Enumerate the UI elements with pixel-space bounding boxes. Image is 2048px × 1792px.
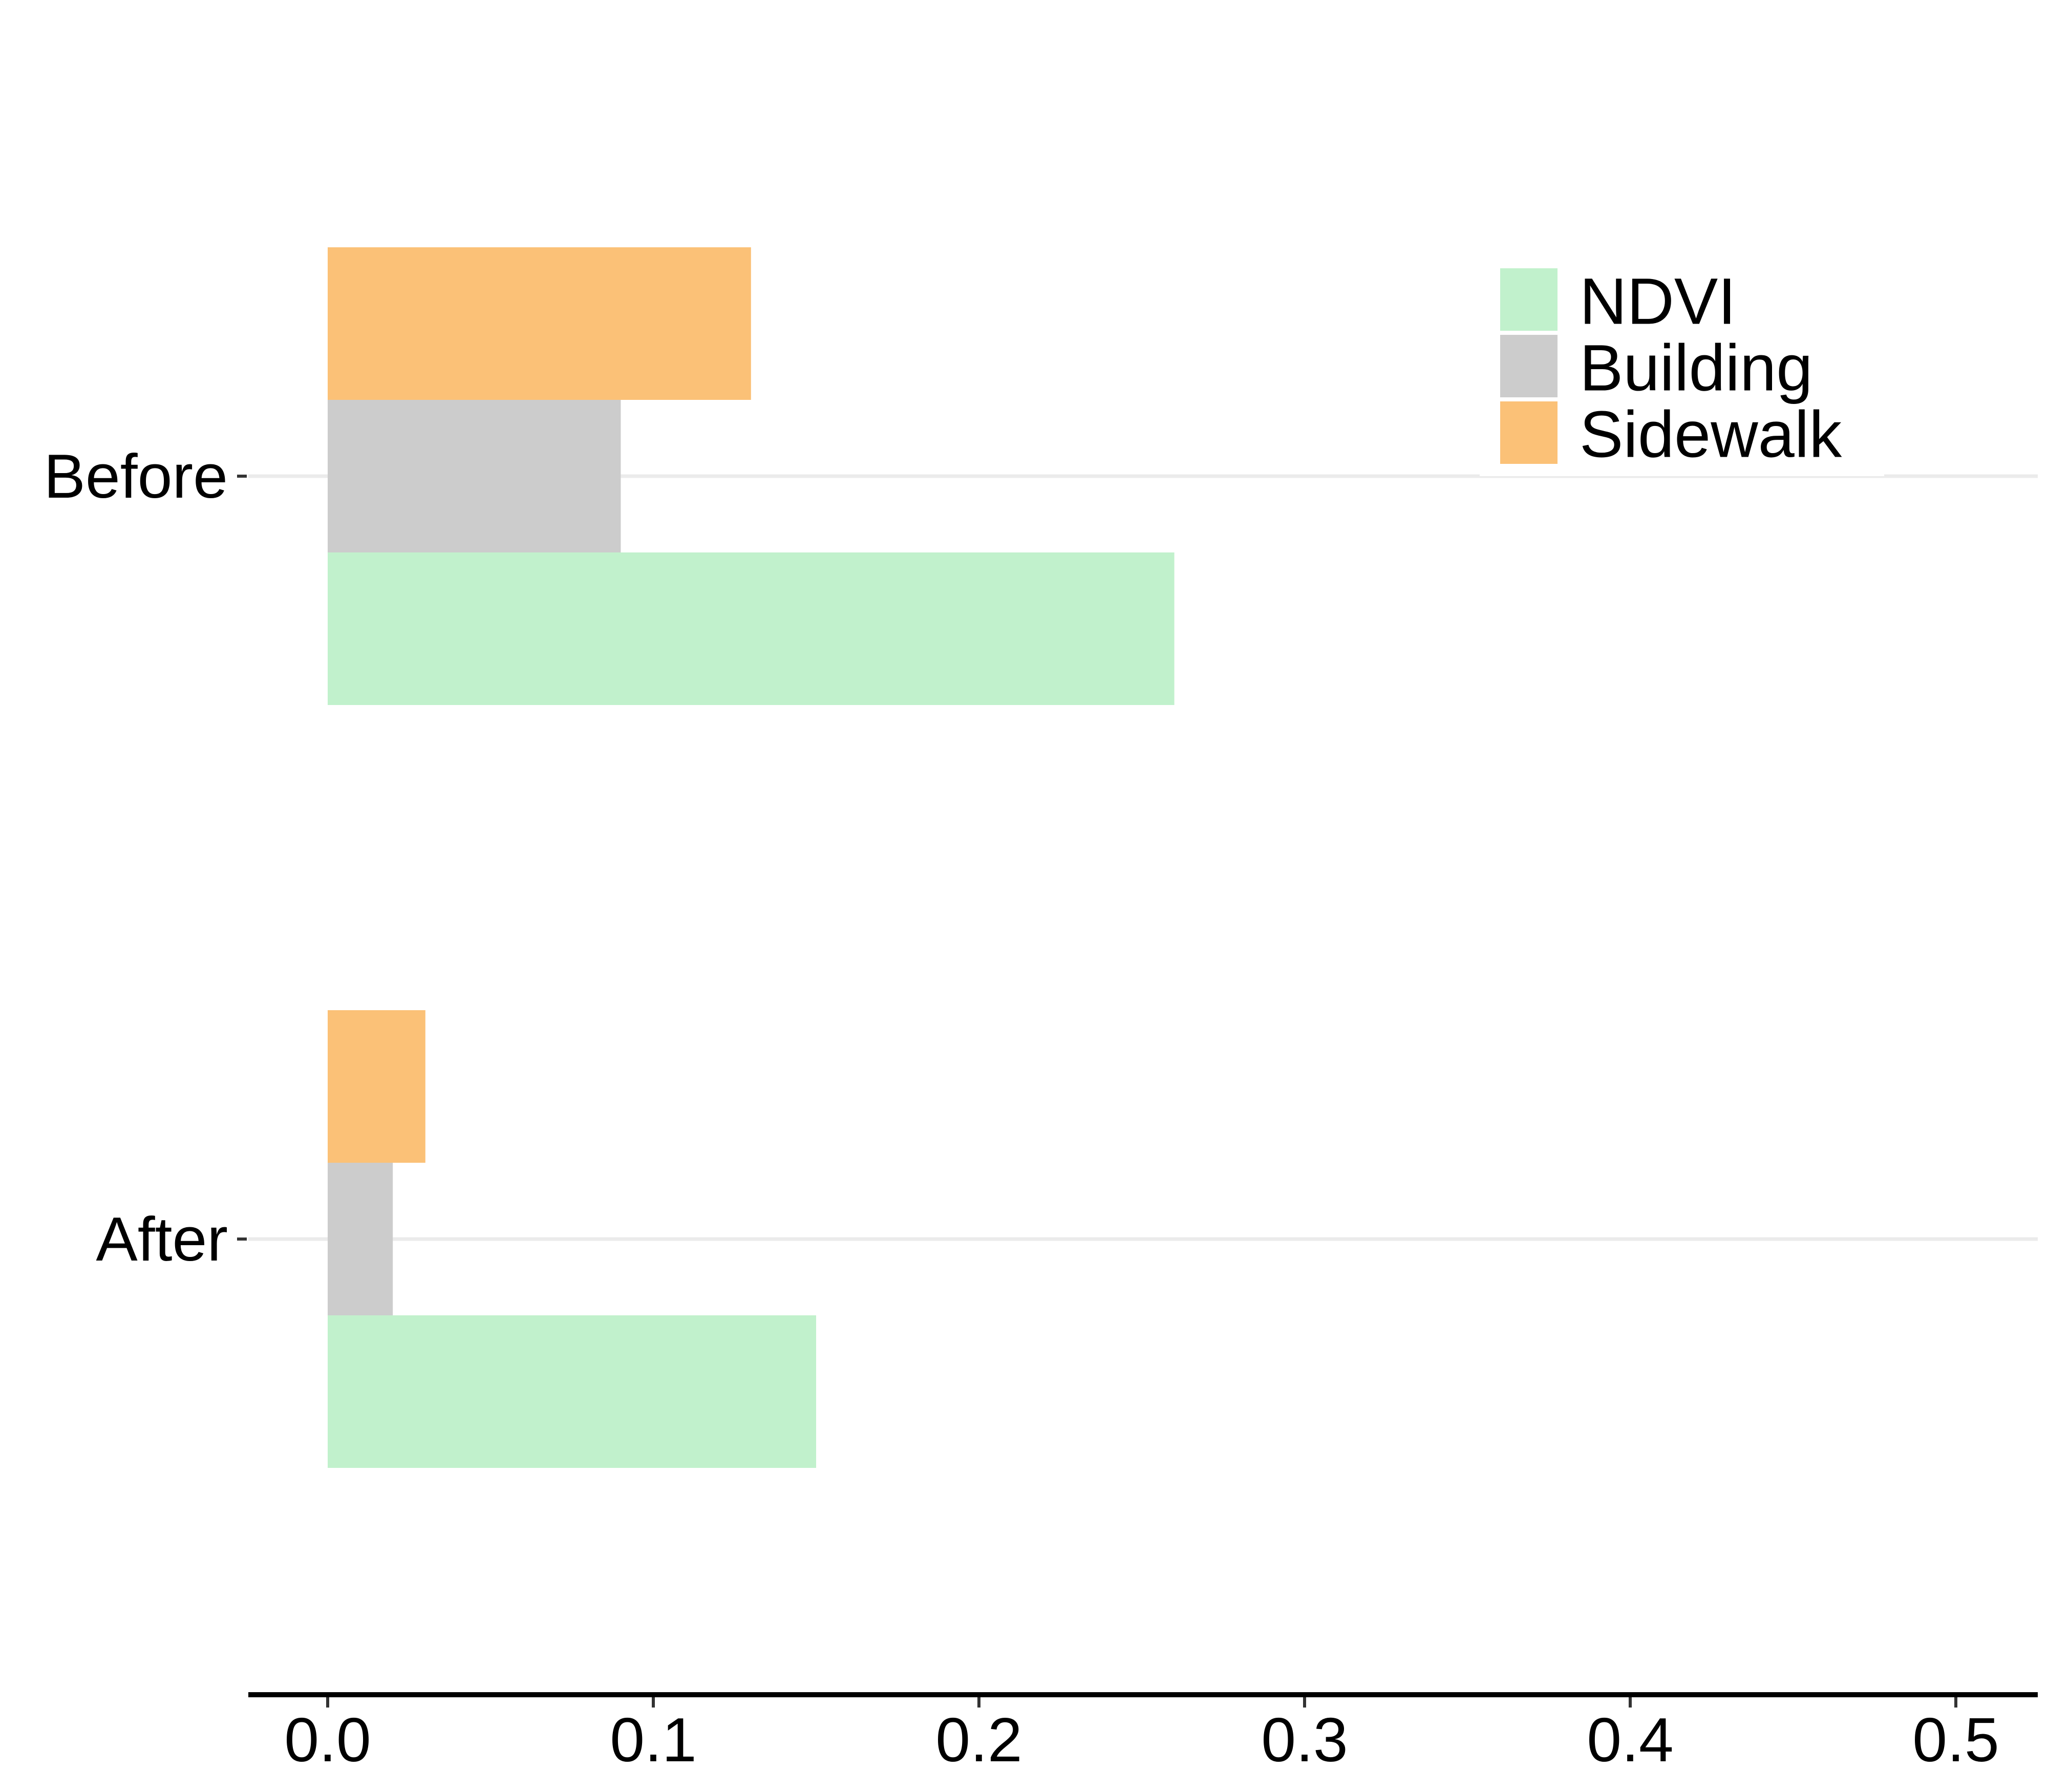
x-tick-label-4: 0.4 xyxy=(1587,1705,1674,1775)
x-tick-label-3: 0.3 xyxy=(1261,1705,1348,1775)
bar-after-sidewalk xyxy=(328,1010,425,1163)
y-axis: Before After xyxy=(44,441,247,1274)
x-axis: 0.0 0.1 0.2 0.3 0.4 0.5 xyxy=(248,1692,2038,1775)
legend-key-sidewalk xyxy=(1500,401,1558,464)
y-tick-label-after: After xyxy=(96,1204,228,1274)
legend-key-building xyxy=(1500,335,1558,397)
bar-before-ndvi xyxy=(328,552,1175,705)
bar-after-ndvi xyxy=(328,1315,816,1468)
x-tick-label-1: 0.1 xyxy=(610,1705,697,1775)
bar-before-sidewalk xyxy=(328,247,751,400)
x-tick-label-2: 0.2 xyxy=(935,1705,1022,1775)
legend-label-building: Building xyxy=(1580,332,1812,405)
legend-label-sidewalk: Sidewalk xyxy=(1580,398,1842,472)
bar-before-building xyxy=(328,400,621,552)
x-tick-label-5: 0.5 xyxy=(1912,1705,1999,1775)
y-tick-label-before: Before xyxy=(44,441,228,511)
legend-key-ndvi xyxy=(1500,268,1558,331)
x-tick-label-0: 0.0 xyxy=(284,1705,371,1775)
bar-after-building xyxy=(328,1163,393,1315)
legend-label-ndvi: NDVI xyxy=(1580,265,1736,338)
bars xyxy=(328,247,1175,1468)
